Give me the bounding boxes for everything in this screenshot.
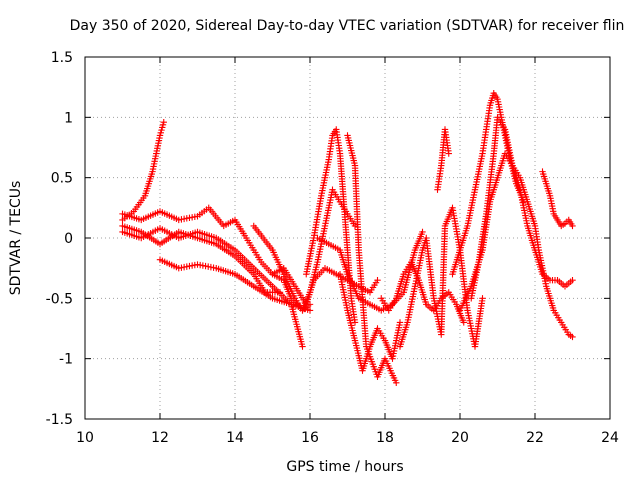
series-track-f xyxy=(250,186,359,314)
series-track-m xyxy=(434,126,452,193)
series-track-c xyxy=(119,225,306,350)
data-point xyxy=(445,150,452,157)
data-point xyxy=(569,333,576,341)
x-tick-label: 10 xyxy=(76,430,94,446)
data-point xyxy=(479,295,486,302)
series-track-e xyxy=(156,256,314,314)
data-point xyxy=(276,289,284,296)
data-point xyxy=(419,228,426,236)
data-point xyxy=(306,307,314,314)
y-axis-label: SDTVAR / TECUs xyxy=(8,181,24,296)
y-tick-label: 0 xyxy=(64,231,73,247)
series-track-p xyxy=(456,150,576,341)
x-tick-label: 24 xyxy=(601,430,619,446)
series-track-i xyxy=(336,271,404,374)
series-track-a xyxy=(119,118,167,224)
data-point xyxy=(460,319,467,326)
data-point xyxy=(374,277,381,284)
y-tick-label: -0.5 xyxy=(46,291,73,307)
y-tick-label: 1 xyxy=(64,110,73,126)
series-track-g xyxy=(303,126,359,326)
y-tick-label: 0.5 xyxy=(51,171,73,187)
series-track-h xyxy=(314,228,426,314)
series-track-o xyxy=(468,114,576,302)
series-track-j xyxy=(344,132,400,386)
series-track-k xyxy=(378,258,467,326)
data-point xyxy=(299,343,306,350)
x-tick-label: 14 xyxy=(226,430,244,446)
series-track-q xyxy=(539,168,576,230)
grid xyxy=(85,57,610,419)
y-tick-label: -1.5 xyxy=(46,412,73,428)
x-tick-label: 12 xyxy=(151,430,169,446)
y-tick-label: 1.5 xyxy=(51,50,73,66)
x-tick-label: 20 xyxy=(451,430,469,446)
data-point xyxy=(393,379,400,386)
series-track-n xyxy=(449,90,527,278)
data-point xyxy=(396,319,404,326)
x-tick-label: 18 xyxy=(376,430,394,446)
y-tick-label: -1 xyxy=(59,352,73,368)
data-point xyxy=(569,222,576,230)
series-track-l xyxy=(396,204,486,350)
axis-ticks: 10 12 14 16 18 20 22 24 -1.5 -1 -0.5 0 0.5 1 1.5 xyxy=(46,50,619,446)
series-track-d xyxy=(119,222,284,296)
x-axis-label: GPS time / hours xyxy=(286,459,403,475)
data-point xyxy=(569,277,576,284)
series-track-r xyxy=(269,264,381,308)
chart-title: Day 350 of 2020, Sidereal Day-to-day VTE… xyxy=(70,18,625,34)
data-point xyxy=(160,118,167,126)
data-series xyxy=(119,90,576,386)
x-tick-label: 16 xyxy=(301,430,319,446)
x-tick-label: 22 xyxy=(526,430,544,446)
